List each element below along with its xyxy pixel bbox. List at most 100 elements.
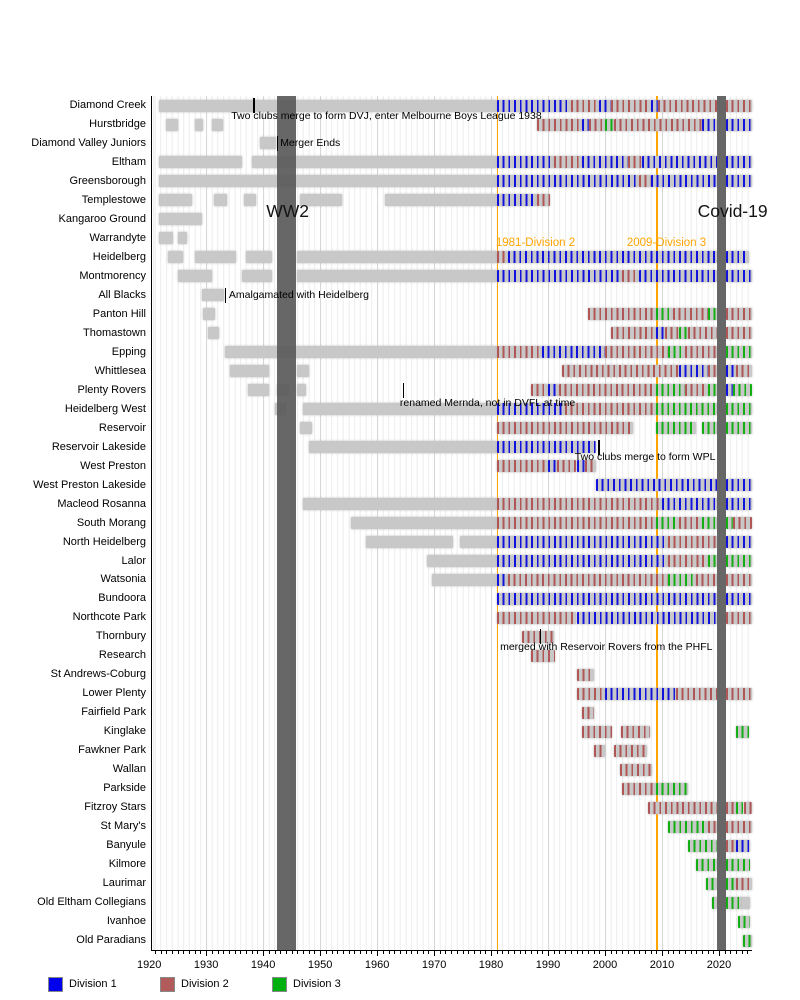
x-axis-minor-tick [559, 951, 561, 954]
timeline-bar-segment [159, 232, 174, 245]
x-axis-minor-tick [291, 951, 293, 954]
x-axis-minor-tick [451, 951, 453, 954]
timeline-bar-segment [297, 251, 497, 264]
x-axis-minor-tick [189, 951, 190, 954]
timeline-bar-segment [599, 99, 611, 112]
timeline-bar-segment [662, 498, 718, 510]
timeline-bar-segment [619, 763, 653, 776]
x-axis-minor-tick [650, 951, 652, 954]
timeline-bar-segment [726, 308, 752, 321]
club-label: Thomastown [83, 326, 146, 339]
club-label: North Heidelberg [62, 535, 146, 548]
timeline-bar-segment [667, 573, 697, 586]
x-axis-minor-tick [530, 951, 532, 954]
timeline-bar-segment [194, 251, 237, 264]
x-axis-minor-tick [644, 951, 646, 954]
x-axis-minor-tick [599, 951, 601, 954]
timeline-bar-segment [726, 403, 752, 416]
timeline-bar-segment [159, 156, 242, 169]
timeline-bar-segment [726, 611, 752, 624]
timeline-bar-segment [726, 156, 752, 169]
timeline-bar-segment [605, 346, 668, 359]
legend-swatch-division-3 [272, 977, 287, 992]
timeline-bar-segment [726, 877, 737, 890]
timeline-bar-segment [736, 725, 750, 738]
timeline-bar-segment [248, 384, 269, 397]
x-axis-minor-tick [462, 951, 464, 954]
club-label: Panton Hill [92, 307, 146, 320]
x-axis-minor-tick [411, 951, 413, 954]
timeline-bar-segment [622, 270, 640, 283]
timeline-bar-segment [496, 251, 509, 264]
x-axis-major-tick [206, 951, 208, 956]
club-label: West Preston [80, 459, 146, 472]
x-axis-minor-tick [439, 951, 441, 954]
timeline-bar-segment [385, 194, 497, 207]
x-axis-minor-tick [673, 951, 675, 954]
annotation-marker [276, 135, 279, 151]
timeline-bar-segment [593, 744, 605, 757]
timeline-bar-segment [726, 820, 752, 833]
club-label: Reservoir Lakeside [51, 440, 146, 453]
x-axis-major-tick [377, 951, 379, 956]
timeline-bar-segment [230, 365, 269, 378]
x-axis-minor-tick [348, 951, 350, 954]
x-axis-minor-tick [525, 951, 527, 954]
timeline-bar-segment [667, 820, 708, 833]
club-label: Macleod Rosanna [57, 497, 146, 510]
x-axis-minor-tick [513, 951, 515, 954]
timeline-bar-segment [585, 460, 597, 473]
timeline-bar-segment [496, 611, 577, 624]
annotation-marker [402, 382, 405, 398]
timeline-bar-segment [726, 479, 752, 491]
timeline-bar-segment [542, 346, 605, 359]
x-axis-minor-tick [371, 951, 373, 954]
timeline-bar-segment [496, 517, 657, 529]
club-label: South Morang [76, 516, 146, 529]
club-label: Bundoora [98, 592, 146, 605]
legend-swatch-division-1 [48, 977, 63, 992]
x-axis-minor-tick [417, 951, 418, 954]
timeline-bar-segment [308, 441, 497, 454]
timeline-bar-segment [582, 118, 589, 131]
club-label: Northcote Park [72, 611, 146, 624]
timeline-bar-segment [743, 801, 752, 814]
timeline-bar-segment [707, 384, 718, 397]
x-axis-minor-tick [308, 951, 310, 954]
timeline-bar-segment [656, 384, 685, 397]
club-label: Heidelberg West [64, 402, 146, 415]
timeline-bar-segment [556, 460, 577, 473]
timeline-bar-segment [522, 630, 554, 643]
timeline-bar-segment [696, 573, 718, 586]
legend-label: Division 1 [69, 978, 117, 990]
timeline-bar-segment [208, 327, 220, 340]
x-axis-minor-tick [542, 951, 544, 954]
timeline-bar-segment [726, 858, 751, 871]
timeline-bar-segment [726, 99, 752, 112]
x-axis-minor-tick [382, 951, 384, 954]
timeline-bar-segment [559, 384, 657, 397]
x-axis-minor-tick [713, 951, 715, 954]
timeline-bar-segment [178, 232, 187, 245]
x-axis-minor-tick [394, 951, 396, 954]
timeline-bar-segment [159, 213, 202, 226]
timeline-bar-segment [679, 517, 702, 529]
timeline-bar-segment [605, 687, 677, 700]
club-label: Warrandyte [89, 231, 146, 244]
legend-label: Division 2 [181, 978, 229, 990]
timeline-bar-segment [589, 118, 605, 131]
x-axis-minor-tick [536, 951, 538, 954]
x-axis-major-tick [263, 951, 265, 956]
timeline-bar-segment [576, 687, 605, 700]
timeline-bar-segment [243, 194, 256, 207]
x-axis-minor-tick [679, 951, 681, 954]
x-axis-minor-tick [388, 951, 390, 954]
x-axis-minor-tick [285, 951, 287, 954]
x-axis-minor-tick [553, 951, 555, 954]
decade-gridline [206, 96, 208, 950]
x-axis-spine [151, 950, 752, 951]
x-axis-minor-tick [639, 951, 641, 954]
timeline-bar-segment [726, 592, 752, 605]
decade-gridline [320, 96, 322, 950]
timeline-bar-segment [726, 517, 734, 529]
